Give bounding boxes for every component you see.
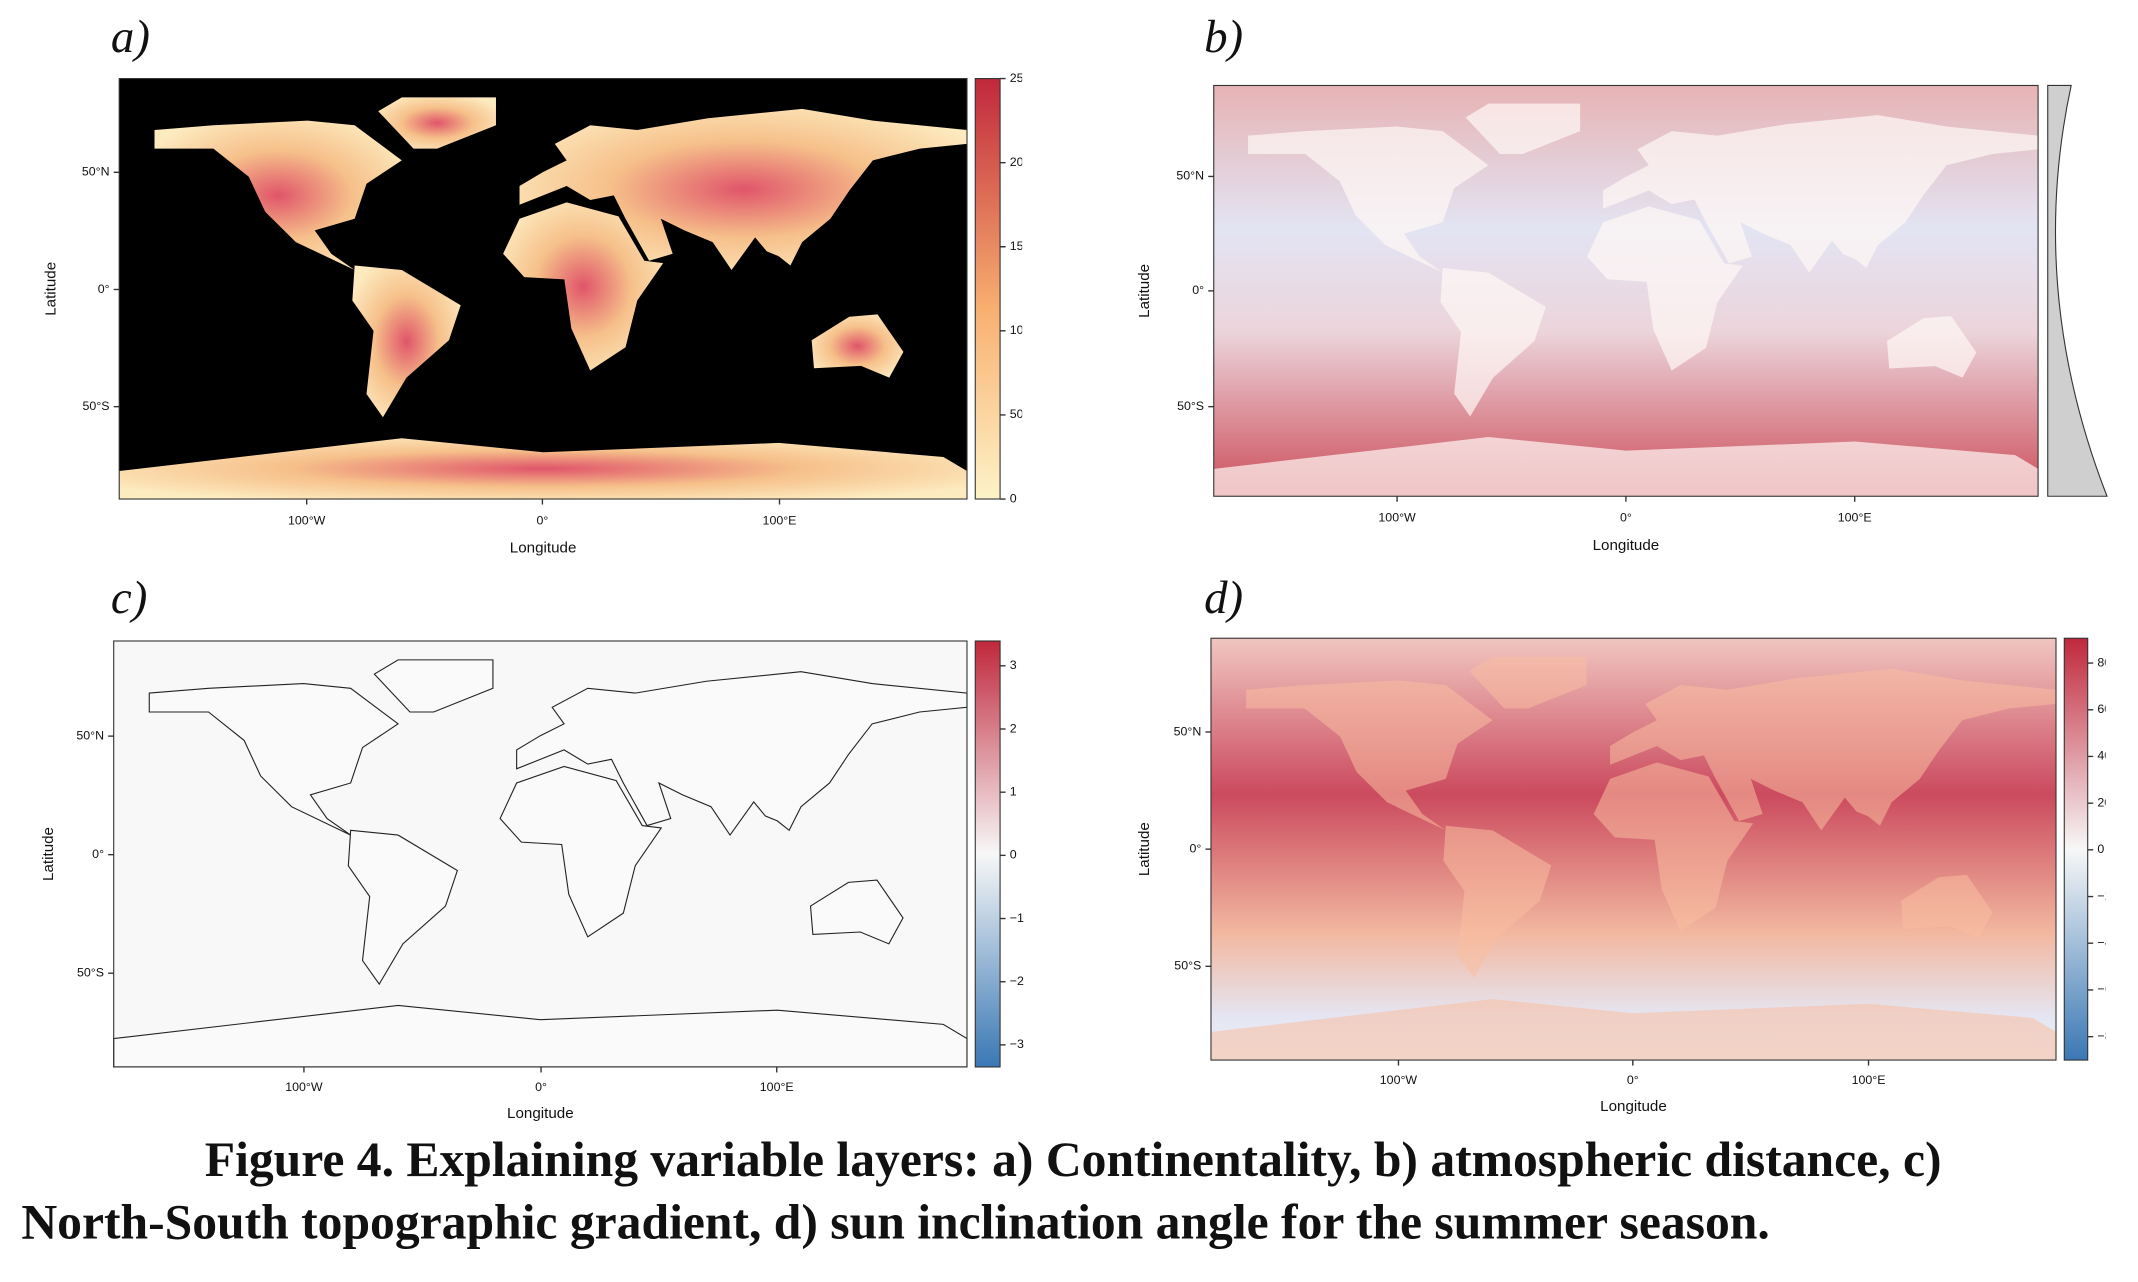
colorbar-tick-label: 80 <box>2097 655 2111 669</box>
x-axis-label: Longitude <box>1600 1098 1667 1115</box>
landmass <box>1210 999 2057 1061</box>
landmass <box>119 438 967 500</box>
colorbar-tick-label: 1 <box>1010 784 1017 798</box>
colorbar-tick-label: 0 <box>1010 491 1017 505</box>
y-tick-label: 0° <box>1192 283 1204 297</box>
colorbar-tick-label: −20 <box>2097 889 2118 903</box>
landmass <box>154 120 402 271</box>
landmass <box>811 314 904 378</box>
x-tick-label: 100°E <box>1852 1073 1886 1087</box>
colorbar-tick-label: 40 <box>2097 749 2111 763</box>
colorbar-tick-label: 500 <box>1010 407 1031 421</box>
landmass <box>1587 206 1743 371</box>
panel-label: c) <box>111 572 147 624</box>
y-tick-label: 50°N <box>1176 169 1204 183</box>
caption-line: Figure 4. Explaining variable layers: a)… <box>205 1132 1942 1187</box>
landmass <box>148 683 400 836</box>
colorbar-tick-label: 0 <box>1010 848 1017 862</box>
x-tick-label: 100°W <box>1380 1073 1418 1087</box>
landmass <box>1901 874 1993 939</box>
landmass <box>1443 825 1552 979</box>
landmass <box>499 765 663 938</box>
landmass <box>1465 103 1581 154</box>
colorbar-tick-label: 60 <box>2097 702 2111 716</box>
y-tick-label: 50°S <box>77 965 104 979</box>
profile-panel <box>2047 84 2108 497</box>
landmass <box>1886 315 1977 378</box>
landmass <box>503 202 664 371</box>
y-tick-label: 50°N <box>76 728 104 742</box>
colorbar-tick-label: 0 <box>2097 842 2104 856</box>
y-axis-label: Latitude <box>1136 822 1153 876</box>
x-axis-label: Longitude <box>1593 537 1660 554</box>
landmass <box>516 671 968 837</box>
x-axis-label: Longitude <box>510 540 577 557</box>
landmass <box>1610 668 2057 831</box>
colorbar <box>2063 637 2089 1061</box>
colorbar <box>974 78 1001 500</box>
x-axis-label: Longitude <box>507 1105 574 1122</box>
x-tick-label: 100°E <box>763 513 797 527</box>
x-tick-label: 100°W <box>288 513 326 527</box>
colorbar-tick-label: 1500 <box>1010 239 1038 253</box>
colorbar-tick-label: −2 <box>1010 974 1024 988</box>
landmass <box>347 829 459 986</box>
colorbar-ticks: 80 60 40 20 0 −20 −40 −60 −80 <box>2087 655 2118 1043</box>
colorbar-tick-label: 2 <box>1010 721 1017 735</box>
colorbar <box>974 640 1001 1068</box>
panel-label: d) <box>1204 572 1243 624</box>
x-tick-label: 0° <box>1620 511 1632 525</box>
landmass <box>1440 267 1546 417</box>
colorbar-tick-label: −40 <box>2097 936 2118 950</box>
colorbar-tick-label: 3 <box>1010 658 1017 672</box>
caption-line: North-South topographic gradient, d) sun… <box>21 1194 1769 1249</box>
colorbar-tick-label: −1 <box>1010 911 1024 925</box>
y-tick-label: 0° <box>1189 841 1201 855</box>
y-axis-label: Latitude <box>40 827 57 881</box>
x-tick-label: 100°E <box>760 1080 794 1094</box>
colorbar-tick-label: −80 <box>2097 1029 2118 1043</box>
colorbar-tick-label: 2500 <box>1010 71 1038 85</box>
y-tick-label: 50°S <box>83 399 110 413</box>
colorbar-ticks: 3 2 1 0 −1 −2 −3 <box>1000 658 1024 1051</box>
panel-label: a) <box>111 11 150 63</box>
y-tick-label: 0° <box>92 847 104 861</box>
landmass <box>1603 115 2039 273</box>
x-tick-label: 100°W <box>1378 511 1416 525</box>
landmass <box>352 265 461 418</box>
landmass <box>1213 436 2039 497</box>
colorbar-tick-label: 2000 <box>1010 155 1038 169</box>
x-tick-label: 100°W <box>285 1080 323 1094</box>
landmass <box>809 879 904 945</box>
colorbar-tick-label: −60 <box>2097 982 2118 996</box>
colorbar-tick-label: 20 <box>2097 795 2111 809</box>
x-tick-label: 0° <box>1627 1073 1639 1087</box>
landmass <box>519 108 967 271</box>
x-tick-label: 0° <box>536 513 548 527</box>
y-axis-label: Latitude <box>43 262 60 316</box>
y-tick-label: 50°N <box>1174 724 1202 738</box>
y-tick-label: 50°N <box>82 165 110 179</box>
colorbar-tick-label: −3 <box>1010 1037 1024 1051</box>
landmass <box>378 97 496 149</box>
colorbar-ticks: 2500 2000 1500 1000 500 0 <box>1000 71 1038 505</box>
y-tick-label: 50°S <box>1177 399 1204 413</box>
landmass <box>1248 126 1489 273</box>
x-tick-label: 0° <box>535 1080 547 1094</box>
colorbar-tick-label: 1000 <box>1010 323 1038 337</box>
landmass <box>1246 680 1493 831</box>
panel-label: b) <box>1204 11 1243 63</box>
landmass <box>373 659 494 713</box>
y-tick-label: 0° <box>98 282 110 296</box>
landmass <box>1593 762 1754 932</box>
landmass <box>1469 656 1587 709</box>
y-axis-label: Latitude <box>1136 264 1153 318</box>
x-tick-label: 100°E <box>1838 511 1872 525</box>
y-tick-label: 50°S <box>1174 959 1201 973</box>
